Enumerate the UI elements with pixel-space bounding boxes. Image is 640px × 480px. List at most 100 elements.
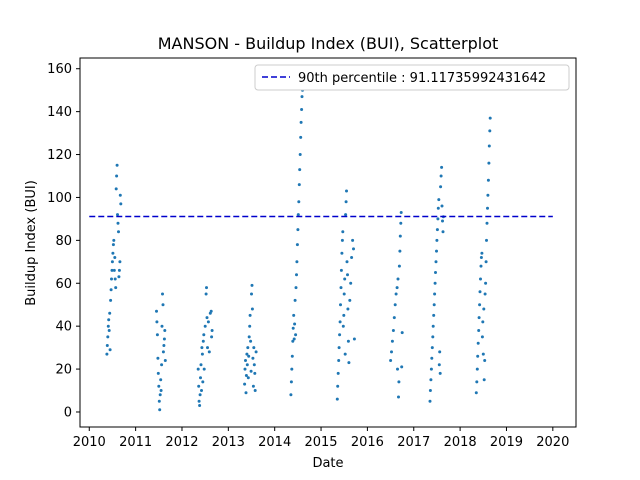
scatter-point [338,320,342,324]
scatter-point [290,354,294,358]
scatter-point [107,329,111,332]
scatter-point [298,168,302,172]
scatter-point [246,376,250,380]
scatter-point [106,324,110,328]
scatter-point [108,311,112,315]
scatter-point [163,359,167,362]
scatter-point [252,346,256,350]
scatter-point [296,213,300,217]
scatter-point [351,238,355,242]
scatter-point [441,230,445,234]
scatter-point [159,378,163,382]
scatter-point [160,324,164,328]
legend-label: 90th percentile : 91.11735992431642 [298,71,546,86]
scatter-point [344,213,348,217]
scatter-point [399,211,403,214]
scatter-point [300,108,304,111]
x-tick-label: 2013 [212,435,245,450]
scatter-point [335,397,339,401]
scatter-point [435,228,439,232]
scatter-point [289,393,293,397]
scatter-point [296,228,300,232]
y-tick-label: 160 [47,62,72,77]
scatter-point [111,243,115,247]
scatter-point [119,202,123,206]
scatter-point [431,335,435,339]
data-points [105,88,492,412]
scatter-point [345,189,348,193]
scatter-point [479,256,483,259]
scatter-point [482,307,486,311]
scatter-point [117,230,120,234]
x-tick-label: 2018 [444,435,477,450]
scatter-point [433,292,437,296]
scatter-point [244,391,248,395]
scatter-point [206,320,210,324]
scatter-point [428,389,432,392]
scatter-point [478,290,482,294]
scatter-point [292,337,296,341]
y-tick-label: 80 [55,234,72,249]
scatter-point [159,389,163,392]
scatter-point [434,271,437,274]
scatter-point [291,339,295,343]
scatter-point [347,361,351,365]
x-tick-label: 2020 [536,435,569,450]
scatter-point [160,363,164,367]
scatter-point [477,329,481,332]
y-tick-label: 120 [47,148,72,163]
x-tick-label: 2014 [258,435,291,450]
scatter-point [340,251,344,255]
x-tick-label: 2019 [490,435,523,450]
scatter-point [483,292,487,296]
scatter-point [438,350,442,354]
scatter-point [289,380,293,384]
scatter-point [336,384,340,388]
x-axis: 2010 2011 2012 2013 2014 2015 2016 2017 2018 2019… [73,427,569,450]
scatter-point [475,380,479,384]
legend: 90th percentile : 91.11735992431642 [254,64,570,91]
y-tick-label: 0 [64,405,72,420]
scatter-point [246,346,250,350]
scatter-point [115,174,119,178]
scatter-point [488,129,492,133]
scatter-point [244,359,247,362]
scatter-point [155,309,158,313]
scatter-point [162,337,166,341]
scatter-point [248,324,252,328]
scatter-point [486,206,489,210]
scatter-point [482,378,486,382]
scatter-point [243,382,247,386]
scatter-point [200,346,204,350]
scatter-point [432,313,436,317]
y-tick-label: 20 [55,363,72,378]
scatter-point [430,346,434,350]
scatter-point [480,251,484,255]
scatter-point [109,298,113,302]
scatter-point [429,367,433,371]
scatter-point [480,335,484,339]
scatter-point [114,187,118,191]
scatter-point [488,116,492,120]
scatter-point [295,260,299,264]
scatter-point [430,356,434,360]
scatter-point [474,391,478,395]
scatter-point [297,200,301,204]
scatter-point [248,313,252,317]
scatter-point [113,256,117,259]
scatter-point [350,256,354,259]
scatter-point [477,316,481,320]
scatter-point [198,393,202,397]
scatter-point [110,260,114,264]
scatter-point [435,249,438,253]
scatter-point [390,350,393,354]
scatter-point [210,335,214,339]
scatter-point [205,286,208,290]
x-tick-label: 2016 [351,435,384,450]
x-tick-label: 2017 [397,435,430,450]
scatter-point [436,217,440,221]
y-tick-label: 40 [55,320,72,335]
scatter-point [197,384,201,388]
scatter-point [205,316,209,320]
scatter-point [390,339,394,343]
